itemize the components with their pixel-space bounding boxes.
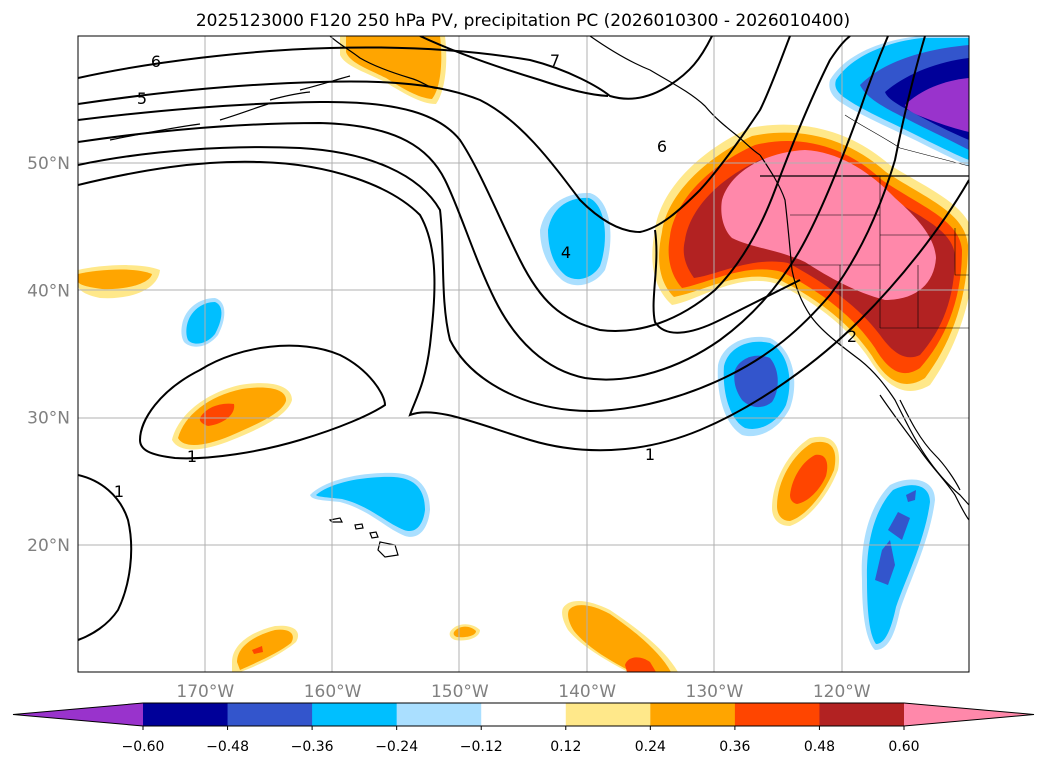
- pv-contour-1-left: [78, 474, 133, 641]
- pv-label: 1: [114, 482, 124, 501]
- pv-label: 1: [645, 445, 655, 464]
- coast-canada-interior: [844, 114, 969, 167]
- precip-anom-cyan-h: [186, 302, 222, 344]
- pv-label: 2: [847, 327, 857, 346]
- colorbar-extend-low: [13, 703, 143, 726]
- chart-title: 2025123000 F120 250 hPa PV, precipitatio…: [196, 11, 850, 31]
- pv-contour-5: [78, 36, 791, 234]
- colorbar-tick-label: 0.24: [635, 739, 666, 755]
- colorbar-tick-label: 0.60: [888, 739, 919, 755]
- precip-anom-cyan-f: [548, 197, 605, 280]
- coast-us-west: [759, 154, 969, 506]
- y-tick-label: 50°N: [27, 154, 70, 174]
- pv-contour-4: [78, 36, 889, 381]
- colorbar-segment: [481, 703, 567, 726]
- pv-contour-sw: [652, 229, 801, 334]
- pv-label: 4: [561, 243, 571, 262]
- colorbar-segment: [650, 703, 736, 726]
- x-tick-label: 130°W: [686, 682, 744, 702]
- precip-anom-blue-j3: [906, 490, 916, 502]
- colorbar-segment: [312, 703, 398, 726]
- colorbar-tick-label: 0.48: [804, 739, 835, 755]
- precip-anom-red-d: [252, 646, 263, 654]
- colorbar-tick-label: −0.24: [375, 739, 418, 755]
- y-tick-label: 40°N: [27, 281, 70, 301]
- precip-anom-red-c: [625, 657, 656, 672]
- x-tick-label: 150°W: [431, 682, 489, 702]
- precip-anom-blue-j: [875, 540, 895, 585]
- precip-anom-orange-left: [78, 269, 152, 290]
- colorbar-segment: [565, 703, 651, 726]
- colorbar-tick-label: 0.12: [550, 739, 581, 755]
- precip-anom-purple-ne: [905, 78, 969, 132]
- coast-bc: [589, 36, 761, 156]
- precip-anom-red-a: [199, 403, 235, 426]
- x-tick-label: 170°W: [176, 682, 234, 702]
- x-tick-label: 140°W: [558, 682, 616, 702]
- pv-label: 6: [657, 137, 667, 156]
- pv-label: 6: [151, 52, 161, 71]
- colorbar-tick-label: −0.36: [291, 739, 334, 755]
- pv-contour-labels: 6 5 7 6 4 2 1 1 1: [114, 51, 857, 501]
- precip-anom-red-b: [790, 454, 828, 504]
- pv-contours: [78, 36, 969, 641]
- hawaii-islands: [328, 517, 399, 558]
- colorbar-segment: [396, 703, 482, 726]
- precip-anom-orange-c: [568, 605, 671, 672]
- precip-shading: [78, 36, 969, 672]
- colorbar-segment: [734, 703, 820, 726]
- map-frame: [77, 35, 970, 673]
- colorbar-segment: [819, 703, 905, 726]
- colorbar-tick-label: −0.12: [460, 739, 503, 755]
- colorbar-segment: [227, 703, 313, 726]
- precip-anom-orange-ak: [346, 36, 442, 99]
- x-tick-label: 160°W: [304, 682, 362, 702]
- x-tick-label: 120°W: [813, 682, 871, 702]
- pv-contour-7: [419, 36, 609, 97]
- pv-contour-6: [78, 36, 851, 332]
- precip-anom-orange-d: [237, 629, 293, 670]
- coast-baja: [879, 394, 969, 521]
- colorbar: −0.60 −0.48 −0.36 −0.24 −0.12 0.12 0.24 0.36 0.4…: [12, 702, 1035, 755]
- y-tick-label: 30°N: [27, 409, 70, 429]
- pv-label: 1: [187, 447, 197, 466]
- y-tick-labels: 20°N 30°N 40°N 50°N: [27, 154, 70, 556]
- pv-contour-2: [78, 36, 926, 412]
- pv-contour-6-upper: [78, 36, 713, 100]
- pv-label: 5: [137, 89, 147, 108]
- colorbar-segment: [143, 703, 229, 726]
- x-tick-labels: 170°W 160°W 150°W 140°W 130°W 120°W: [176, 682, 870, 702]
- y-tick-label: 20°N: [27, 536, 70, 556]
- colorbar-tick-label: −0.60: [122, 739, 165, 755]
- pv-contour-1-loop: [138, 344, 387, 460]
- colorbar-extend-high: [904, 703, 1034, 726]
- precip-anom-cyan-j: [866, 485, 930, 644]
- precip-anom-blue-j2: [888, 512, 910, 540]
- colorbar-tick-label: −0.48: [206, 739, 249, 755]
- colorbar-tick-label: 0.36: [719, 739, 750, 755]
- pv-contour-1-lower: [78, 160, 969, 452]
- precip-anom-cyan-i: [316, 476, 425, 532]
- pv-label: 7: [550, 51, 560, 70]
- state-lines: [790, 176, 969, 345]
